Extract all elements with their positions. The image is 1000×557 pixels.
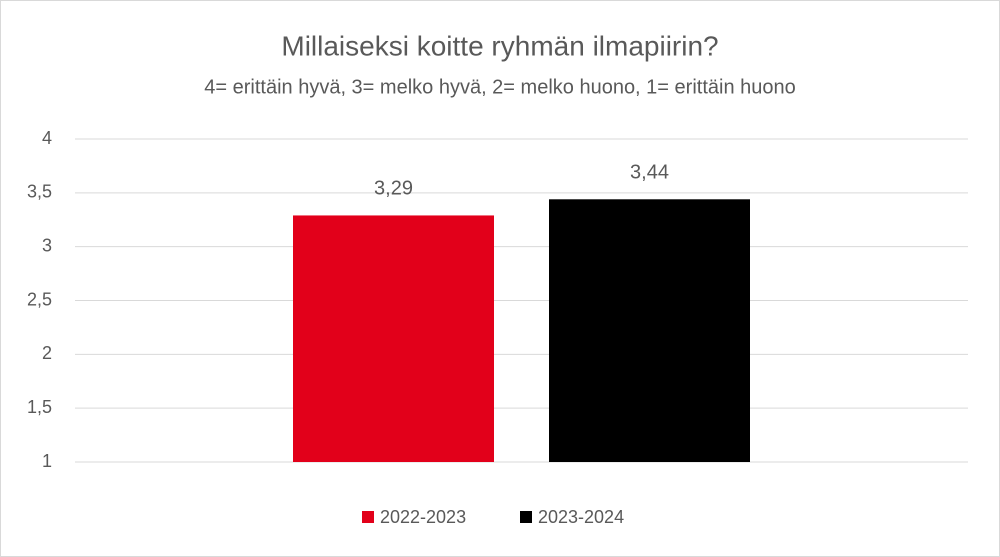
y-tick-label: 2	[42, 343, 52, 363]
chart-subtitle: 4= erittäin hyvä, 3= melko hyvä, 2= melk…	[204, 76, 795, 98]
legend-label: 2022-2023	[380, 507, 466, 527]
legend-swatch	[520, 511, 532, 523]
data-label: 3,44	[630, 162, 669, 184]
y-tick-label: 1,5	[27, 397, 52, 417]
bar	[293, 215, 494, 462]
y-tick-label: 1	[42, 451, 52, 471]
data-label: 3,29	[374, 178, 413, 200]
y-tick-label: 3,5	[27, 182, 52, 202]
bar	[549, 199, 750, 462]
legend-label: 2023-2024	[538, 507, 624, 527]
y-tick-label: 4	[42, 128, 52, 148]
y-tick-label: 3	[42, 235, 52, 255]
legend-swatch	[362, 511, 374, 523]
y-tick-label: 2,5	[27, 289, 52, 309]
chart-title: Millaiseksi koitte ryhmän ilmapiirin?	[281, 30, 718, 61]
